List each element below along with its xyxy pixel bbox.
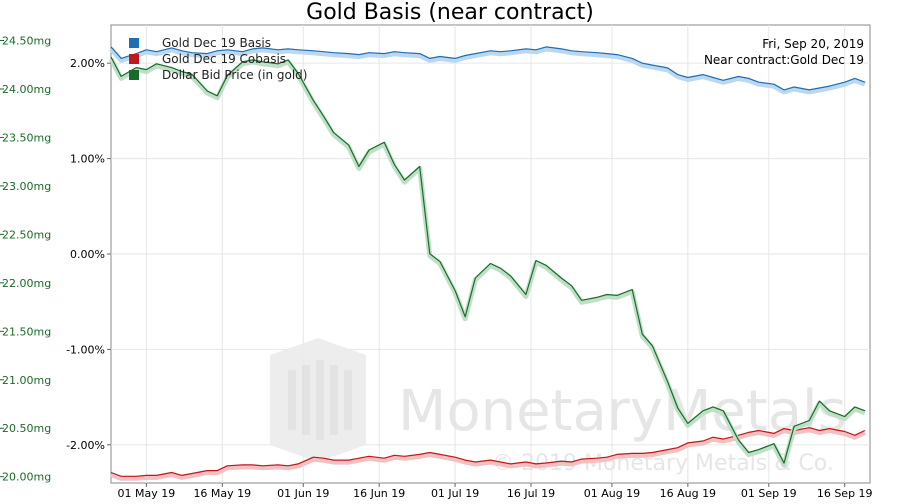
legend-item-basis: Gold Dec 19 Basis (162, 36, 271, 50)
x-tick-label: 16 May 19 (193, 487, 251, 500)
series-basis-line (110, 46, 866, 91)
left-tick-label: 2.00% (70, 57, 105, 70)
right-tick-label: 22.00mg (2, 277, 51, 290)
series-layer (108, 46, 866, 481)
right-axis: 24.50mg 24.00mg 23.50mg 23.00mg 22.50mg 22.00… (0, 35, 51, 484)
right-tick-label: 21.00mg (2, 374, 51, 387)
legend-item-cobasis: Gold Dec 19 Cobasis (162, 52, 286, 66)
series-cobasis-line (110, 427, 866, 477)
right-tick-label: 23.00mg (2, 180, 51, 193)
left-tick-label: 1.00% (70, 153, 105, 166)
right-tick-label: 21.50mg (2, 325, 51, 338)
right-tick-label: 20.50mg (2, 422, 51, 435)
x-tick-label: 16 Aug 19 (660, 487, 716, 500)
legend-swatch-basis (129, 38, 139, 48)
left-tick-label: -2.00% (66, 439, 105, 452)
left-axis: 2.00% 1.00% 0.00% -1.00% -2.00% (66, 57, 111, 452)
series-price-shadow (108, 57, 866, 468)
right-tick-label: 24.50mg (2, 35, 51, 48)
x-tick-label: 01 Sep 19 (741, 487, 797, 500)
series-price-group (108, 56, 866, 468)
legend-item-price: Dollar Bid Price (in gold) (162, 68, 307, 82)
x-tick-label: 01 May 19 (118, 487, 176, 500)
legend: Gold Dec 19 Basis Gold Dec 19 Cobasis Do… (129, 36, 307, 82)
right-tick-label: 20.00mg (2, 471, 51, 484)
left-tick-label: 0.00% (70, 248, 105, 261)
legend-swatch-cobasis (129, 54, 139, 64)
series-cobasis-group (110, 427, 866, 481)
x-tick-label: 16 Jun 19 (353, 487, 405, 500)
chart-title: Gold Basis (near contract) (306, 0, 594, 25)
right-tick-label: 23.50mg (2, 131, 51, 144)
x-tick-label: 16 Jul 19 (507, 487, 555, 500)
watermark-logo-icon (270, 338, 366, 462)
series-cobasis-shadow (110, 427, 866, 481)
x-tick-label: 01 Jun 19 (277, 487, 329, 500)
x-tick-label: 01 Aug 19 (584, 487, 640, 500)
info-contract: Near contract:Gold Dec 19 (704, 53, 864, 67)
grid-lines (111, 25, 870, 483)
series-price-line (110, 56, 866, 464)
x-axis: 01 May 19 16 May 19 01 Jun 19 16 Jun 19 01 J… (118, 483, 873, 500)
right-tick-label: 24.00mg (2, 83, 51, 96)
x-tick-label: 16 Sep 19 (817, 487, 873, 500)
info-date: Fri, Sep 20, 2019 (762, 37, 864, 51)
series-basis-group (109, 46, 866, 95)
x-tick-label: 01 Jul 19 (431, 487, 479, 500)
right-tick-label: 22.50mg (2, 228, 51, 241)
left-tick-label: -1.00% (66, 343, 105, 356)
info-box: Fri, Sep 20, 2019 Near contract:Gold Dec… (704, 37, 864, 67)
legend-swatch-price (129, 70, 139, 80)
series-basis-shadow (109, 46, 866, 95)
